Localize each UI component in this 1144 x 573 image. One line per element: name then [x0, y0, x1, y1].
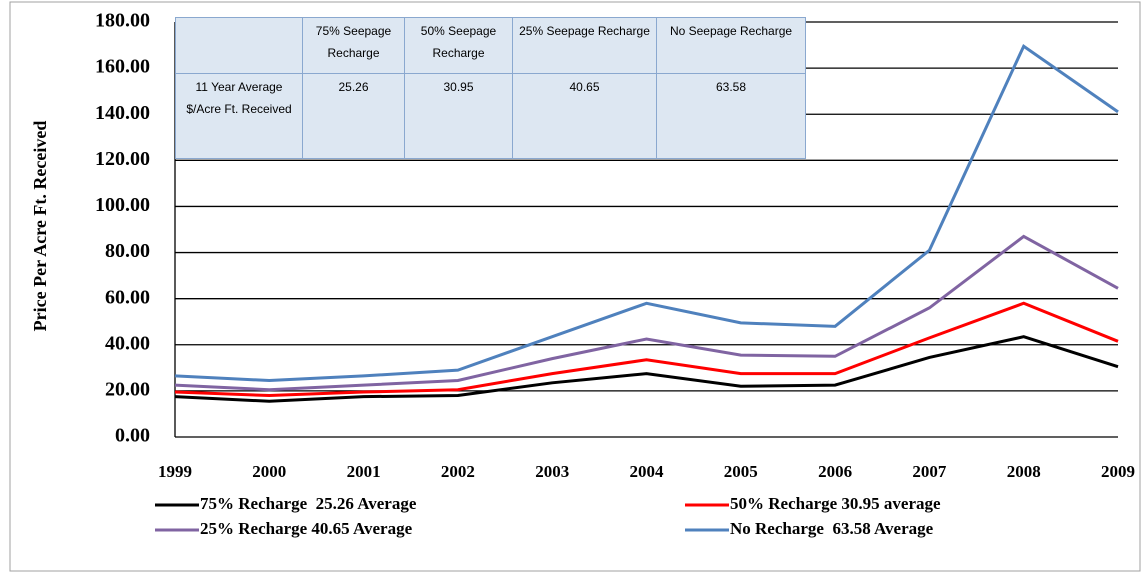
- series-line: [174, 301, 1119, 398]
- table-cell: 30.95: [404, 73, 513, 159]
- table-cell: 25% Seepage Recharge: [512, 17, 657, 74]
- y-tick-label: 100.00: [95, 194, 150, 216]
- x-tick-label: 2003: [535, 462, 569, 481]
- y-tick-label: 140.00: [95, 102, 150, 124]
- y-tick-label: 160.00: [95, 56, 150, 78]
- table-cell: 11 Year Average $/Acre Ft. Received: [175, 73, 303, 159]
- series-line: [174, 43, 1119, 383]
- table-cell: 25.26: [302, 73, 405, 159]
- legend-label: 75% Recharge 25.26 Average: [200, 494, 417, 513]
- series-line: [174, 335, 1119, 403]
- y-tick-label: 20.00: [105, 378, 150, 400]
- y-axis-label: Price Per Acre Ft. Received: [30, 121, 50, 332]
- x-tick-label: 2008: [1007, 462, 1041, 481]
- y-tick-label: 0.00: [115, 425, 150, 447]
- table-cell: 63.58: [656, 73, 806, 159]
- x-tick-label: 2002: [441, 462, 475, 481]
- summary-table: 75% Seepage Recharge 50% Seepage Recharge…: [175, 17, 806, 159]
- x-tick-label: 2007: [912, 462, 947, 481]
- y-tick-label: 80.00: [105, 240, 150, 262]
- x-tick-label: 2009: [1101, 462, 1135, 481]
- series-line: [174, 234, 1119, 392]
- chart-frame: [9, 1, 1141, 572]
- y-tick-label: 60.00: [105, 286, 150, 308]
- legend-label: 25% Recharge 40.65 Average: [200, 519, 413, 538]
- x-tick-label: 2000: [252, 462, 286, 481]
- legend-label: No Recharge 63.58 Average: [730, 519, 934, 538]
- x-tick-label: 2001: [347, 462, 381, 481]
- y-tick-label: 180.00: [95, 10, 150, 32]
- x-tick-label: 2006: [818, 462, 852, 481]
- x-tick-label: 1999: [158, 462, 192, 481]
- x-tick-label: 2004: [630, 462, 665, 481]
- y-tick-label: 120.00: [95, 148, 150, 170]
- x-tick-label: 2005: [724, 462, 758, 481]
- table-cell: 50% Seepage Recharge: [404, 17, 513, 74]
- table-row: 11 Year Average $/Acre Ft. Received 25.26…: [175, 73, 806, 159]
- table-cell: 75% Seepage Recharge: [302, 17, 405, 74]
- table-cell: 40.65: [512, 73, 657, 159]
- y-tick-label: 40.00: [105, 332, 150, 354]
- table-cell: No Seepage Recharge: [656, 17, 806, 74]
- table-cell: [175, 17, 303, 74]
- table-row: 75% Seepage Recharge 50% Seepage Recharge…: [175, 17, 806, 74]
- legend-label: 50% Recharge 30.95 average: [730, 494, 941, 513]
